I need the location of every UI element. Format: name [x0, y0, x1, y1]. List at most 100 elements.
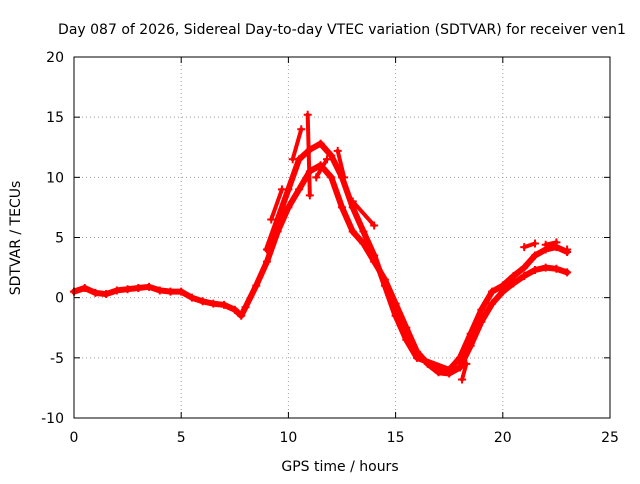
data-point	[391, 311, 400, 320]
series-group	[267, 110, 572, 384]
x-tick-label: 15	[387, 430, 405, 446]
data-point	[530, 239, 539, 248]
data-point	[145, 282, 154, 291]
data-point	[277, 185, 286, 194]
data-point	[322, 155, 331, 164]
data-point	[455, 353, 464, 362]
data-point	[541, 263, 550, 272]
chart-title: Day 087 of 2026, Sidereal Day-to-day VTE…	[58, 22, 626, 38]
data-series	[70, 110, 572, 384]
data-point	[284, 203, 293, 212]
grid-lines	[74, 57, 610, 418]
data-point	[445, 365, 454, 374]
series-group	[70, 161, 572, 378]
y-tick-label: 0	[55, 291, 64, 307]
series-line	[71, 162, 571, 377]
series-spur-segment	[269, 187, 284, 222]
data-point	[340, 173, 349, 182]
data-point	[370, 221, 379, 230]
data-point	[458, 375, 467, 384]
data-point	[327, 151, 336, 160]
series-spur-segment	[335, 148, 347, 180]
data-point	[155, 286, 164, 295]
data-point	[327, 173, 336, 182]
x-tick-label: 0	[70, 430, 79, 446]
data-point	[541, 240, 550, 249]
data-point	[455, 363, 464, 372]
data-point	[91, 288, 100, 297]
data-point	[462, 359, 471, 368]
data-point	[262, 245, 271, 254]
series-spur-segment	[314, 157, 329, 180]
data-point	[370, 251, 379, 260]
data-point	[288, 155, 297, 164]
y-tick-label: -10	[41, 411, 64, 427]
data-point	[102, 290, 111, 299]
data-point	[348, 197, 357, 206]
data-point	[198, 297, 207, 306]
data-point	[209, 299, 218, 308]
data-point	[305, 191, 314, 200]
data-point	[134, 284, 143, 293]
data-point	[477, 305, 486, 314]
data-point	[338, 203, 346, 212]
data-point	[413, 353, 422, 362]
data-point	[466, 329, 475, 338]
y-axis-label: SDTVAR / TECUs	[8, 181, 24, 296]
y-tick-label: 20	[46, 50, 64, 66]
y-tick-label: 5	[55, 231, 64, 247]
y-tick-label: -5	[50, 351, 64, 367]
data-point	[80, 284, 89, 293]
data-point	[498, 281, 507, 290]
x-tick-label: 10	[279, 430, 297, 446]
data-point	[509, 272, 518, 281]
data-point	[187, 293, 196, 302]
data-point	[241, 303, 250, 312]
data-point	[380, 281, 389, 290]
data-point	[297, 125, 306, 134]
series-spur-segment	[350, 199, 377, 228]
data-point	[237, 311, 246, 320]
data-point	[312, 173, 321, 182]
data-point	[123, 285, 132, 294]
data-point	[166, 287, 175, 296]
data-point	[230, 305, 239, 314]
data-point	[488, 287, 497, 296]
data-point	[303, 110, 312, 119]
data-point	[262, 257, 271, 266]
data-point	[530, 251, 539, 260]
data-point	[520, 243, 529, 252]
data-point	[316, 139, 325, 148]
y-tick-label: 10	[46, 170, 64, 186]
x-tick-label: 20	[494, 430, 512, 446]
data-point	[434, 368, 443, 377]
series-group	[262, 139, 572, 374]
x-tick-label: 5	[177, 430, 186, 446]
data-point	[520, 263, 529, 272]
data-point	[359, 227, 368, 236]
series-spur-segment	[305, 112, 312, 198]
data-point	[563, 245, 572, 254]
data-point	[348, 227, 357, 236]
data-point	[563, 268, 572, 277]
y-tick-label: 15	[46, 110, 64, 126]
data-point	[488, 299, 497, 308]
data-point	[252, 281, 261, 290]
data-point	[295, 185, 304, 194]
data-point	[112, 286, 121, 295]
data-point	[520, 272, 529, 281]
data-point	[509, 279, 518, 288]
series-spur-segment	[290, 127, 304, 162]
data-point	[530, 265, 539, 274]
data-point	[552, 264, 561, 273]
data-point	[333, 146, 342, 155]
data-point	[552, 238, 561, 247]
x-axis-label: GPS time / hours	[281, 459, 398, 475]
data-point	[267, 215, 276, 224]
axis-ticks: 0 5 10 15 20 25 -10 -5 0 5 10 15 20	[41, 50, 619, 446]
data-point	[402, 335, 411, 344]
data-point	[220, 300, 229, 309]
data-point	[177, 287, 186, 296]
